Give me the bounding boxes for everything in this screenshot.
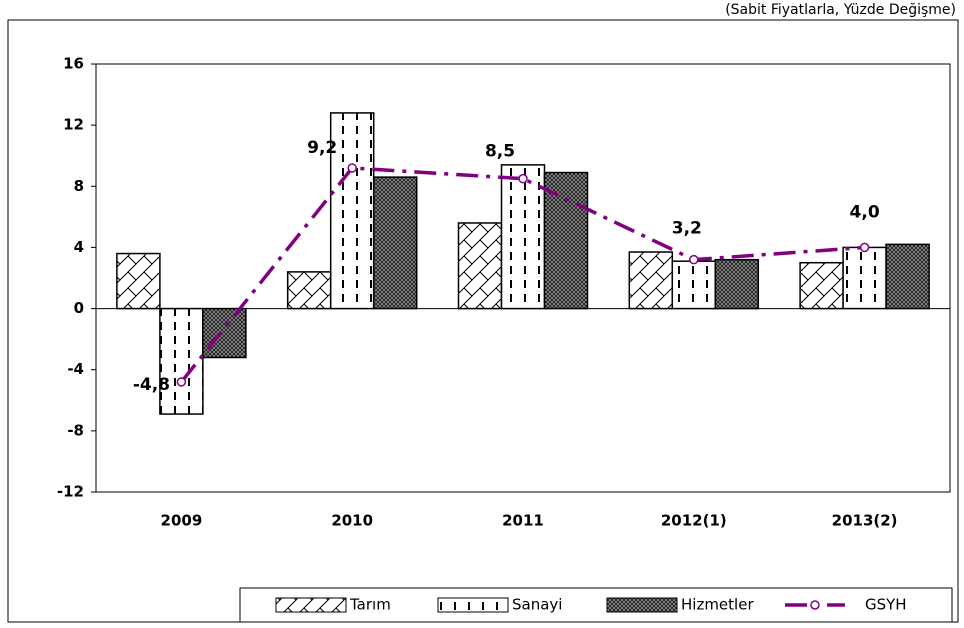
frame	[7, 19, 959, 623]
bar	[457, 222, 503, 310]
bar	[202, 307, 247, 359]
bar	[628, 251, 674, 310]
bar	[799, 261, 844, 310]
legend-label: Sanayi	[512, 596, 562, 614]
x-tick-label: 2009	[161, 512, 203, 530]
marker	[689, 254, 699, 265]
bar	[842, 246, 887, 310]
bar	[286, 271, 332, 310]
bar	[671, 260, 717, 310]
y-tick-label: -12	[57, 483, 84, 501]
marker	[518, 173, 528, 184]
y-tick-label: 8	[74, 177, 84, 195]
y-tick-label: 0	[74, 299, 84, 317]
legend-swatch	[437, 597, 509, 613]
plot-area	[95, 63, 951, 493]
legend-label: Hizmetler	[681, 596, 754, 614]
data-label: 3,2	[672, 219, 702, 239]
data-label: 4,0	[850, 202, 880, 222]
legend	[239, 587, 953, 623]
subtitle: (Sabit Fiyatlarla, Yüzde Değişme)	[725, 2, 956, 18]
y-tick-label: -4	[67, 360, 84, 378]
bar	[500, 164, 546, 310]
legend-swatch	[275, 597, 347, 613]
y-tick-label: 4	[74, 238, 84, 256]
marker	[176, 377, 187, 387]
bar	[543, 171, 589, 310]
legend-label: Tarım	[349, 596, 391, 614]
legend-marker	[810, 600, 820, 610]
x-tick-label: 2013(2)	[832, 512, 898, 530]
bar	[159, 307, 204, 415]
x-tick-label: 2011	[502, 512, 544, 530]
y-tick-label: -8	[67, 421, 84, 439]
marker	[347, 163, 357, 173]
y-tick-label: 12	[63, 116, 84, 134]
data-label: 9,2	[307, 138, 337, 158]
bar	[372, 176, 418, 310]
line	[180, 166, 865, 384]
y-tick-label: 16	[63, 55, 84, 73]
legend-label: GSYH	[865, 596, 907, 614]
marker	[859, 242, 870, 253]
x-tick-label: 2012(1)	[661, 512, 727, 530]
legend-swatch	[606, 597, 678, 613]
bar	[714, 258, 760, 310]
bar	[885, 243, 930, 310]
data-label: 8,5	[485, 142, 515, 162]
bar	[116, 252, 161, 310]
x-tick-label: 2010	[331, 512, 373, 530]
data-label: -4,8	[133, 375, 170, 395]
